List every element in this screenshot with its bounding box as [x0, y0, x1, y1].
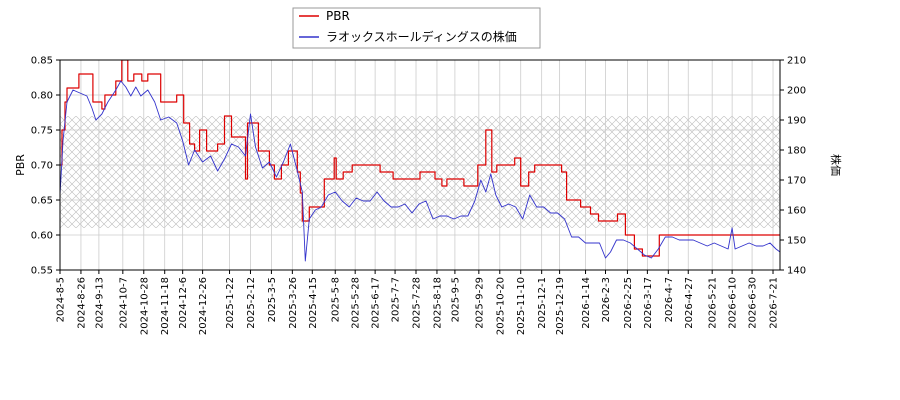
x-tick-label: 2025-8-18: [432, 277, 443, 329]
x-tick-label: 2026-4-7: [664, 277, 675, 322]
x-tick-label: 2026-6-10: [728, 277, 739, 329]
pbr-line: [60, 60, 780, 257]
x-tick-label: 2025-9-29: [474, 277, 485, 329]
price-line: [60, 80, 780, 262]
left-tick-label: 0.85: [31, 56, 53, 67]
x-tick-label: 2025-12-1: [537, 277, 548, 329]
x-tick-label: 2026-5-21: [708, 277, 719, 329]
x-tick-label: 2026-7-21: [769, 277, 780, 329]
x-tick-label: 2025-7-28: [412, 277, 423, 329]
right-axis-title: 株価: [829, 154, 843, 176]
x-tick-label: 2025-4-15: [308, 277, 319, 329]
x-tick-label: 2026-6-30: [748, 277, 759, 329]
legend-pbr-label: PBR: [326, 9, 350, 23]
left-tick-label: 0.80: [31, 91, 53, 102]
x-tick-label: 2024-10-7: [118, 277, 129, 329]
x-tick-label: 2024-9-13: [94, 277, 105, 329]
x-tick-label: 2024-11-18: [160, 277, 171, 335]
legend: PBR ラオックスホールディングスの株価: [292, 7, 541, 49]
series-layer: [60, 60, 780, 262]
x-tick-label: 2025-9-5: [450, 277, 461, 322]
left-tick-label: 0.60: [31, 231, 53, 242]
left-axis-title: PBR: [14, 154, 27, 176]
x-tick-label: 2025-6-17: [371, 277, 382, 329]
x-tick-label: 2025-3-5: [267, 277, 278, 322]
x-tick-label: 2025-1-22: [225, 277, 236, 329]
x-tick-label: 2025-2-12: [246, 277, 257, 329]
x-tick-label: 2024-12-26: [198, 277, 209, 335]
x-tick-label: 2026-3-17: [643, 277, 654, 329]
right-tick-label: 200: [787, 86, 806, 97]
x-tick-label: 2026-2-25: [623, 277, 634, 329]
x-tick-label: 2024-12-6: [178, 277, 189, 329]
legend-price-label: ラオックスホールディングスの株価: [326, 29, 517, 44]
x-tick-label: 2026-2-3: [601, 277, 612, 322]
x-tick-label: 2026-4-27: [684, 277, 695, 329]
x-tick-label: 2024-8-5: [56, 277, 67, 322]
x-tick-label: 2025-11-10: [516, 277, 527, 335]
right-tick-label: 150: [787, 236, 806, 247]
right-axis-ticks: 140 150 160 170 180 190 200 210: [780, 56, 806, 277]
left-tick-label: 0.65: [31, 196, 53, 207]
left-tick-label: 0.55: [31, 266, 53, 277]
x-axis-ticks: 2024-8-5 2024-8-26 2024-9-13 2024-10-7 2024-…: [56, 270, 780, 335]
left-tick-label: 0.75: [31, 126, 53, 137]
right-tick-label: 160: [787, 206, 806, 217]
right-tick-label: 190: [787, 116, 806, 127]
left-axis-ticks: 0.55 0.60 0.65 0.70 0.75 0.80 0.85: [31, 56, 60, 277]
right-tick-label: 140: [787, 266, 806, 277]
left-tick-label: 0.70: [31, 161, 53, 172]
right-tick-label: 210: [787, 56, 806, 67]
right-tick-label: 180: [787, 146, 806, 157]
x-tick-label: 2025-5-8: [331, 277, 342, 322]
right-tick-label: 170: [787, 176, 806, 187]
x-tick-label: 2025-3-26: [288, 277, 299, 329]
x-tick-label: 2024-8-26: [76, 277, 87, 329]
x-tick-label: 2025-10-20: [495, 277, 506, 335]
x-tick-label: 2024-10-28: [139, 277, 150, 335]
legend-box: [292, 7, 541, 49]
x-tick-label: 2025-12-19: [555, 277, 566, 335]
x-tick-label: 2025-7-7: [391, 277, 402, 322]
x-tick-label: 2026-1-14: [581, 277, 592, 329]
x-tick-label: 2025-5-28: [351, 277, 362, 329]
